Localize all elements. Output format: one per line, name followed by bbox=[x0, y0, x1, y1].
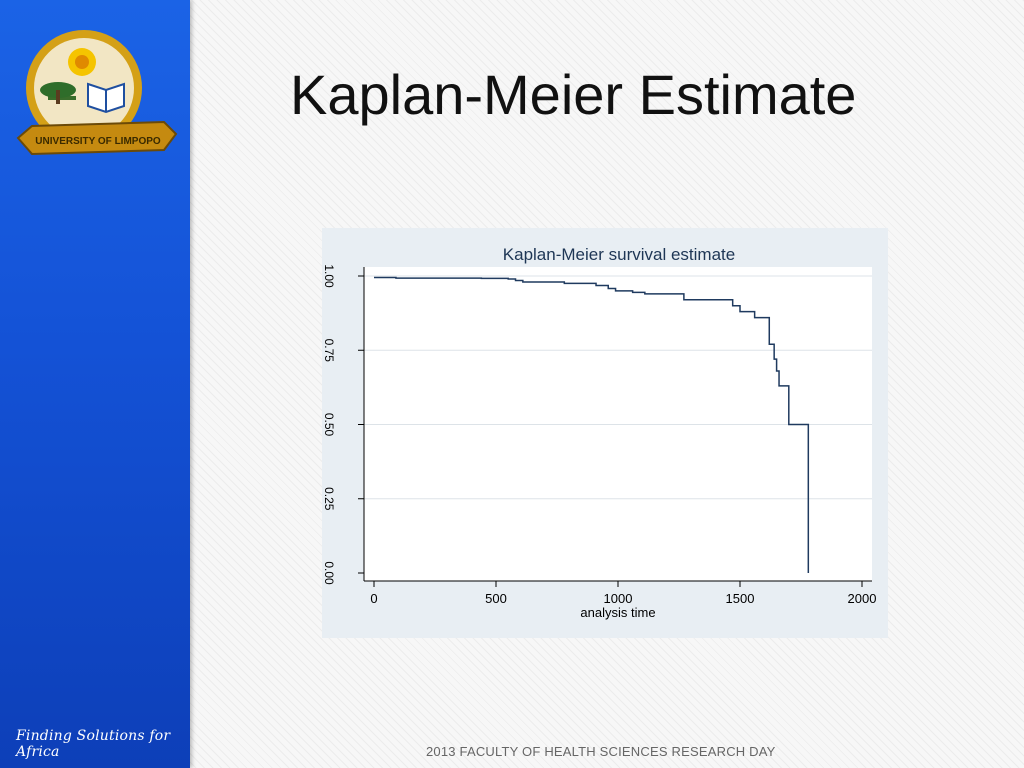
chart-title: Kaplan-Meier survival estimate bbox=[503, 245, 735, 264]
slide-title: Kaplan-Meier Estimate bbox=[290, 63, 857, 126]
x-tick-label: 2000 bbox=[848, 591, 877, 606]
logo-text: UNIVERSITY OF LIMPOPO bbox=[35, 136, 161, 147]
logo-inner-disc bbox=[34, 38, 134, 138]
chart-panel: Kaplan-Meier survival estimate 0.00 0.25 0… bbox=[322, 228, 888, 638]
survival-curve bbox=[374, 276, 810, 573]
km-chart: Kaplan-Meier survival estimate 0.00 0.25 0… bbox=[322, 245, 877, 620]
y-tick-label: 0.50 bbox=[322, 413, 336, 437]
logo-ribbon bbox=[16, 120, 178, 156]
footer-text: 2013 FACULTY OF HEALTH SCIENCES RESEARCH… bbox=[426, 744, 776, 759]
y-tick-label: 1.00 bbox=[322, 264, 336, 288]
sidebar: UNIVERSITY OF LIMPOPO Finding Solutions … bbox=[0, 0, 190, 768]
y-tick-label: 0.25 bbox=[322, 487, 336, 511]
x-tick-label: 1000 bbox=[604, 591, 633, 606]
x-axis-label: analysis time bbox=[580, 605, 655, 620]
x-tick-label: 500 bbox=[485, 591, 507, 606]
x-tick-label: 1500 bbox=[726, 591, 755, 606]
x-tick-label: 0 bbox=[370, 591, 377, 606]
y-tick-label: 0.75 bbox=[322, 339, 336, 363]
tagline: Finding Solutions for Africa bbox=[16, 728, 171, 760]
y-tick-label: 0.00 bbox=[322, 561, 336, 585]
university-logo: UNIVERSITY OF LIMPOPO bbox=[16, 30, 178, 156]
